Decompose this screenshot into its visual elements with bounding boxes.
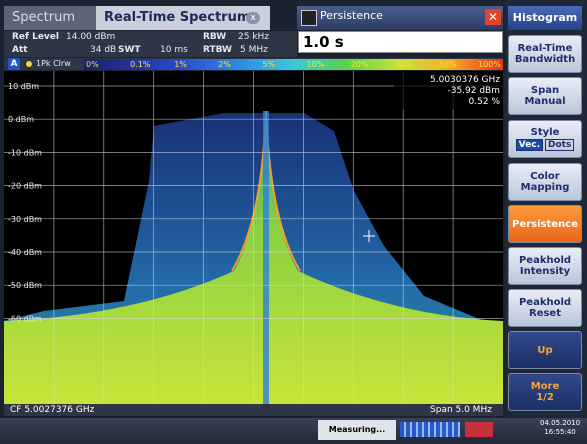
setting-value: 5 MHz: [240, 45, 268, 55]
span: Span 5.0 MHz: [430, 405, 492, 415]
softkey-label: Real-Time: [517, 43, 573, 54]
softkey[interactable]: Style Vec. Dots: [508, 120, 582, 158]
softkey-option[interactable]: Vec.: [515, 138, 543, 151]
dialog-title: Persistence: [320, 9, 383, 22]
softkey-label: Persistence: [512, 218, 578, 230]
scale-label: 30%: [394, 60, 413, 69]
scale-label: 50%: [438, 60, 457, 69]
softkey[interactable]: Peakhold Reset: [508, 289, 582, 327]
marker-box: [394, 71, 503, 109]
marker-info: 5.0030376 GHz: [430, 75, 500, 85]
tab-close[interactable]: x: [246, 12, 260, 24]
marker-info: -35.92 dBm: [447, 86, 500, 96]
softkey-label: Mapping: [520, 182, 570, 193]
softkey-label: Peakhold: [518, 297, 572, 308]
setting-value: 34 dB: [90, 45, 117, 55]
trace-mode: 1Pk Clrw: [36, 59, 71, 68]
softkey-label: Up: [537, 344, 553, 356]
center-line: [263, 111, 269, 404]
menu-title: Histogram: [508, 6, 582, 30]
trace-dot: [26, 61, 32, 67]
softkey-label: Reset: [529, 308, 561, 319]
footer: [4, 404, 503, 416]
status-bar: [0, 418, 587, 444]
tab-active[interactable]: Real-Time Spectrum: [96, 6, 270, 30]
scale-label: 100%: [478, 60, 501, 69]
center-frequency: CF 5.0027376 GHz: [10, 405, 95, 415]
y-label: -60 dBm: [8, 314, 42, 323]
softkey-label: Intensity: [519, 266, 571, 277]
softkey-label: 1/2: [536, 392, 554, 403]
scale-label: 2%: [218, 60, 232, 69]
date-time: 04.05.2010 16:55:40: [540, 419, 580, 437]
dialog-icon: [301, 10, 317, 26]
softkey[interactable]: Real-Time Bandwidth: [508, 35, 582, 73]
y-label: 0 dBm: [8, 115, 34, 124]
softkey-option[interactable]: Dots: [545, 138, 575, 151]
dialog-close[interactable]: ✕: [485, 9, 501, 25]
y-label: -40 dBm: [8, 248, 42, 257]
setting-value: 25 kHz: [238, 32, 270, 42]
softkey[interactable]: More 1/2: [508, 373, 582, 411]
softkey[interactable]: Peakhold Intensity: [508, 247, 582, 285]
softkey-label: Style: [530, 126, 560, 138]
softkey-label: Manual: [524, 96, 566, 107]
setting-label: Ref Level: [12, 32, 59, 42]
y-label: -30 dBm: [8, 215, 42, 224]
softkey[interactable]: Span Manual: [508, 77, 582, 115]
color-scale: 0% 0.1% 1% 2% 5% 10% 20% 30% 50% 100%: [84, 59, 503, 70]
softkey[interactable]: Persistence: [508, 205, 582, 243]
y-label: -20 dBm: [8, 182, 42, 191]
y-label: -50 dBm: [8, 281, 42, 290]
setting-label: SWT: [118, 45, 141, 55]
status-message: Measuring...: [318, 420, 396, 440]
progress: [400, 422, 460, 437]
softkey-label: Span: [530, 85, 560, 96]
setting-label: RTBW: [203, 45, 232, 55]
softkey-options: Vec. Dots: [509, 138, 581, 152]
settings-area: [4, 31, 297, 57]
scale-label: 0%: [86, 60, 99, 69]
setting-label: Att: [12, 45, 28, 55]
setting-value: 14.00 dBm: [66, 32, 116, 42]
setting-value: 10 ms: [160, 45, 188, 55]
marker-info: 0.52 %: [469, 97, 501, 107]
scale-label: 10%: [306, 60, 325, 69]
setting-label: RBW: [203, 32, 227, 42]
marker-cross: [363, 230, 375, 242]
scale-label: 1%: [174, 60, 187, 69]
trace-id: A: [8, 58, 20, 70]
y-label: 10 dBm: [8, 82, 39, 91]
tab[interactable]: Spectrum: [4, 6, 96, 30]
time: 16:55:40: [544, 428, 576, 436]
softkey-label: More: [530, 381, 560, 392]
dialog-header: [297, 6, 503, 30]
status-icon: [465, 422, 493, 437]
date: 04.05.2010: [540, 419, 581, 427]
softkey-label: Color: [530, 171, 560, 182]
softkey[interactable]: Color Mapping: [508, 163, 582, 201]
y-label: -10 dBm: [8, 148, 42, 157]
softkey-label: Bandwidth: [514, 54, 576, 65]
softkey-label: Peakhold: [518, 255, 572, 266]
scale-label: 20%: [350, 60, 369, 69]
value-input[interactable]: 1.0 s: [298, 31, 503, 53]
softkey[interactable]: Up: [508, 331, 582, 369]
scale-label: 0.1%: [130, 60, 151, 69]
spectrum-plot: 10 dBm 0 dBm -10 dBm -20 dBm -30 dBm -40 dBm -…: [4, 71, 503, 404]
scale-label: 5%: [262, 60, 276, 69]
